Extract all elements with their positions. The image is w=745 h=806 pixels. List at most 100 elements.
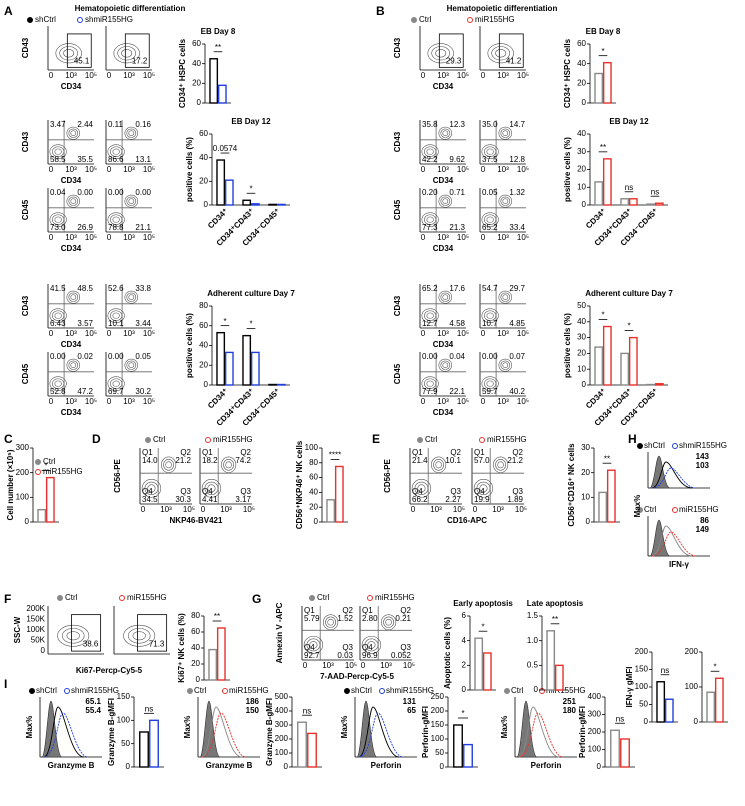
histogram-value: 180: [563, 706, 577, 715]
y-axis-label: Cell number (×10⁵): [6, 449, 15, 520]
legend-marker: [467, 17, 473, 23]
contour: [381, 614, 397, 631]
legend-marker: [379, 688, 385, 694]
flow-x-tick: 10³: [497, 71, 509, 80]
bar: [656, 681, 666, 723]
chart-title: EB Day 8: [201, 27, 236, 36]
flow-y-tick: 150K: [26, 615, 45, 624]
flow-x-label: NKP46-BV421: [170, 516, 223, 525]
quadrant-value: 12.7: [422, 319, 438, 328]
y-tick-label: 0: [534, 685, 539, 694]
quadrant-value: 21.2: [175, 456, 191, 465]
y-tick-label: 40: [577, 129, 586, 138]
legend-label: Ctrl: [194, 686, 207, 695]
contour: [68, 196, 79, 206]
contour: [303, 635, 324, 654]
quadrant-value: 48.5: [77, 284, 93, 293]
significance-label: *: [601, 47, 604, 56]
significance-label: **: [604, 454, 610, 463]
significance-label: ns: [625, 183, 633, 192]
quadrant-value: 40.2: [509, 387, 525, 396]
y-tick-label: 20: [577, 165, 586, 174]
quadrant-value: 10.7: [482, 319, 498, 328]
flow-x-tick: 10³: [497, 233, 509, 242]
legend-marker: [222, 688, 228, 694]
contour: [486, 380, 494, 387]
y-tick-label: 0: [586, 517, 591, 526]
quadrant-value: 0.21: [395, 614, 411, 623]
flow-x-tick: 0: [421, 165, 426, 174]
contour: [54, 312, 62, 319]
histogram-x-label: Granzyme B: [206, 761, 253, 770]
significance-label: **: [600, 143, 606, 152]
y-tick-label: 250: [431, 692, 445, 701]
quadrant-name: Q3: [342, 643, 353, 652]
bar: [628, 198, 638, 206]
histogram-fill: [41, 700, 63, 758]
histogram-curve: [651, 467, 697, 489]
quadrant-value: 0.04: [449, 352, 465, 361]
quadrant-value: 0.00: [108, 188, 124, 197]
y-tick-label: 6: [462, 611, 467, 620]
contour: [486, 148, 494, 155]
quadrant-value: 65.2: [422, 284, 438, 293]
flow-x-tick: 0: [421, 71, 426, 80]
y-tick-label: 0: [204, 380, 209, 389]
y-tick-label: 40: [191, 643, 200, 652]
y-tick-label: 10: [577, 182, 586, 191]
bar: [546, 630, 556, 691]
contour: [486, 216, 494, 223]
flow-x-tick: 0: [481, 233, 486, 242]
quadrant-value: 34.5: [142, 495, 158, 504]
contour: [223, 459, 234, 471]
bar: [37, 508, 47, 523]
y-tick-label: 0: [25, 517, 30, 526]
quadrant-value: 86.6: [108, 155, 124, 164]
quadrant-name: Q3: [240, 487, 251, 496]
legend-label: miR155HG: [229, 686, 269, 695]
contour: [68, 292, 79, 302]
legend-marker: [309, 595, 315, 601]
significance-label: **: [215, 43, 221, 52]
contour: [481, 308, 499, 324]
flow-y-label: Annexin V -APC: [275, 602, 284, 663]
quadrant-value: 3.17: [235, 495, 251, 504]
contour: [54, 216, 62, 223]
legend-marker: [145, 437, 151, 443]
y-tick-label: 20: [199, 176, 208, 185]
y-tick-label: 100: [635, 682, 649, 691]
contour: [309, 641, 318, 649]
significance-label: ****: [329, 451, 341, 460]
histogram-curve: [518, 706, 560, 758]
significance-label: ns: [661, 666, 669, 675]
histogram-fill: [649, 455, 671, 489]
y-axis-label: positive cells (%): [563, 137, 572, 202]
flow-x-label: CD34: [61, 408, 82, 417]
flow-y-tick: 100K: [26, 625, 45, 634]
bar: [250, 203, 260, 206]
y-tick-label: 1.0: [527, 636, 539, 645]
contour: [163, 459, 174, 471]
legend-label: Ctrl: [419, 15, 432, 24]
y-axis-label: CD56⁺CD16⁺ NK cells: [567, 443, 576, 527]
contour: [49, 376, 67, 392]
bar: [326, 499, 336, 523]
contour: [502, 130, 509, 136]
flow-x-tick: 0: [107, 397, 112, 406]
contour: [426, 312, 434, 319]
y-tick-label: 400: [588, 692, 602, 701]
legend-marker: [77, 17, 83, 23]
flow-x-tick: 10³: [437, 397, 449, 406]
contour: [440, 360, 451, 370]
flow-x-tick: 10⁵: [85, 165, 97, 174]
legend-label: Ctrl: [153, 435, 166, 444]
flow-x-label: CD16-APC: [447, 516, 487, 525]
y-tick-label: 40: [309, 488, 318, 497]
quadrant-value: 0.05: [135, 352, 151, 361]
quadrant-value: 13.1: [135, 155, 151, 164]
gate: [438, 33, 464, 68]
legend-label: miR155HG: [475, 15, 515, 24]
contour: [325, 616, 336, 628]
flow-x-label: CD34: [433, 176, 454, 185]
y-tick-label: 20: [199, 360, 208, 369]
